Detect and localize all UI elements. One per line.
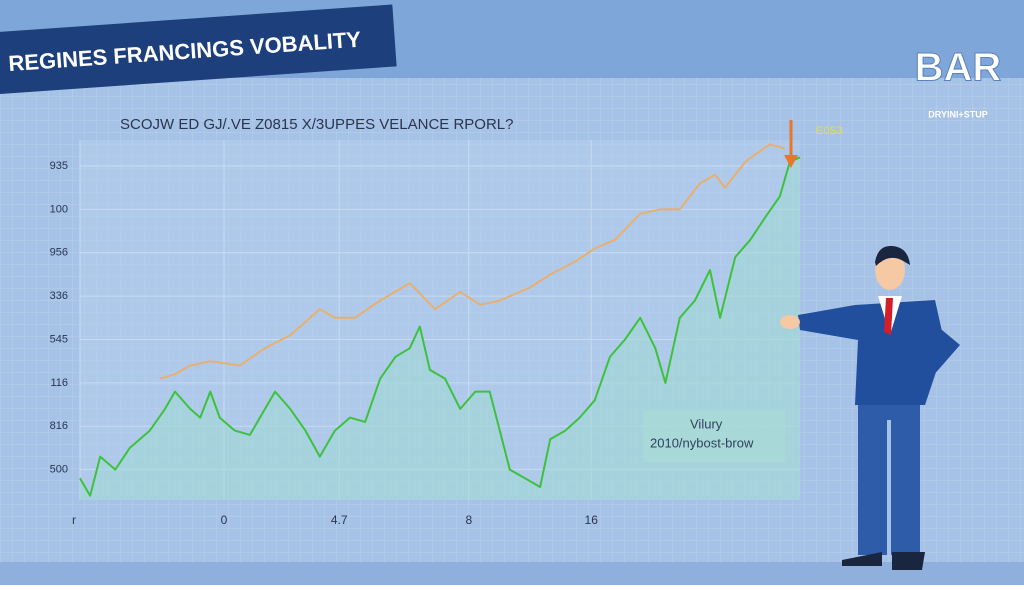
chart-subtitle: SCOJW ED GJ/.VE Z0815 X/3UPPES VELANCE R…	[120, 116, 513, 133]
annotation: Vilury	[690, 416, 723, 431]
line	[79, 156, 801, 497]
area	[80, 157, 800, 501]
legend-box	[643, 410, 785, 462]
hair	[875, 245, 910, 266]
shoe	[842, 552, 882, 566]
y-tick-label: 935	[50, 160, 68, 172]
leg-gap	[887, 420, 891, 555]
logo-subtitle: DRYINI+STUP	[928, 109, 987, 119]
y-tick-label: 500	[50, 464, 68, 476]
annotation: E0S3	[816, 125, 843, 137]
annotation: 2010/nybost-brow	[650, 435, 754, 450]
hand	[780, 315, 800, 329]
y-tick-label: 100	[50, 203, 68, 215]
arm	[905, 320, 960, 385]
title-banner: REGINES FRANCINGS VOBALITY	[0, 4, 397, 95]
arrowhead	[784, 155, 798, 168]
x-tick-label: 4.7	[331, 513, 348, 527]
shoe	[892, 552, 925, 570]
y-tick-label: 116	[50, 377, 68, 389]
presenter	[780, 245, 960, 570]
line	[159, 143, 786, 380]
banner-shape	[0, 4, 397, 95]
y-tick-label: 545	[50, 333, 68, 345]
bottom-band	[0, 562, 1024, 585]
x-tick-label: 16	[585, 513, 599, 527]
y-tick-label: 336	[50, 290, 68, 302]
x-tick-label: r	[72, 513, 76, 527]
y-tick-label: 956	[50, 247, 68, 259]
y-tick-label: 816	[50, 420, 68, 432]
tie	[884, 298, 893, 335]
jacket	[798, 300, 945, 405]
x-tick-label: 0	[221, 513, 228, 527]
logo-title: BAR	[915, 46, 1002, 90]
x-tick-label: 8	[465, 513, 472, 527]
